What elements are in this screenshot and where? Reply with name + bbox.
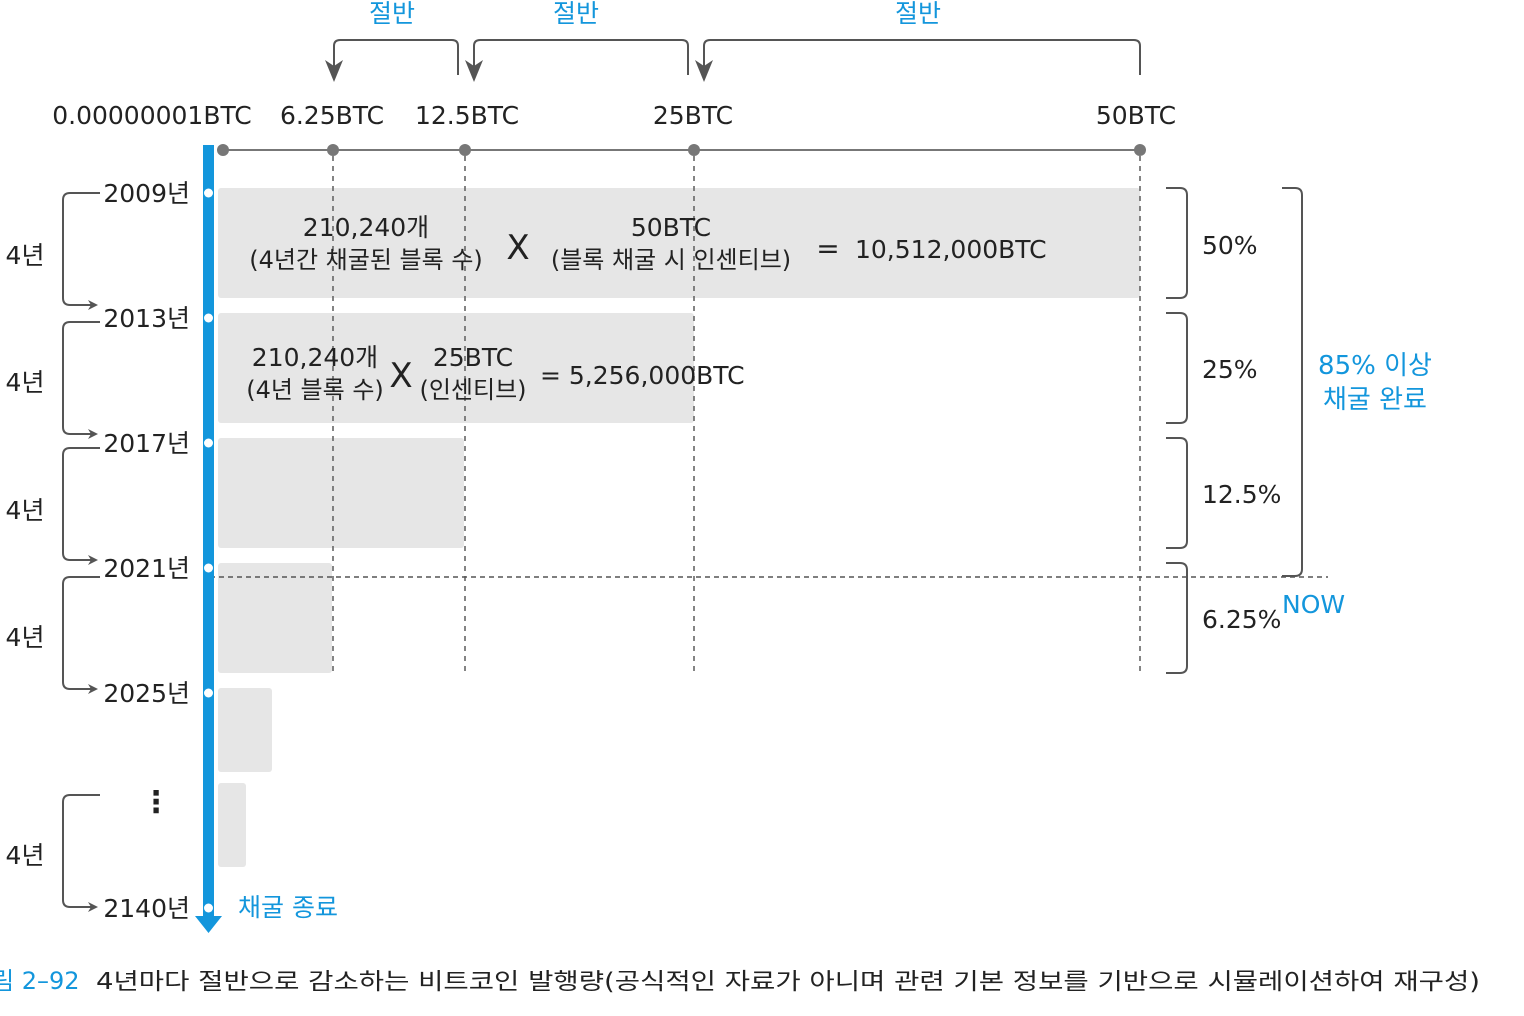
arrowhead-icon (465, 60, 483, 82)
timeline-dots (204, 188, 213, 913)
calc-2013-total: = 5,256,000BTC (540, 361, 745, 390)
interval-label: 4년 (6, 496, 45, 525)
calc-2009-blocks: 210,240개 (303, 213, 429, 242)
summary-line-1: 85% 이상 (1318, 351, 1432, 381)
summary-line-2: 채굴 완료 (1323, 385, 1427, 415)
halving-label-1: 절반 (369, 0, 415, 28)
calc-2013-reward-note: (인센티브) (419, 376, 526, 404)
arrowhead-icon (325, 60, 343, 82)
percent-12.5: 12.5% (1202, 480, 1281, 509)
year-2017: 2017년 (103, 429, 190, 458)
bar-2025 (218, 688, 272, 772)
figure-caption: 4년마다 절반으로 감소하는 비트코인 발행량(공식적인 자료가 아니며 관련 … (96, 969, 1480, 995)
year-2025: 2025년 (103, 679, 190, 708)
calc-2013-blocks-note: (4년 블록 수) (246, 376, 384, 404)
halving-arrow-1 (333, 39, 459, 75)
bar-later (218, 783, 246, 867)
calc-2009-reward-note: (블록 채굴 시 인센티브) (551, 246, 791, 274)
mining-end-label: 채굴 종료 (238, 893, 338, 922)
calc-2013-times: X (389, 356, 412, 396)
reward-label-min: 0.00000001BTC (52, 101, 252, 130)
calc-2009-blocks-note: (4년간 채굴된 블록 수) (249, 246, 483, 274)
percent-6.25: 6.25% (1202, 605, 1281, 634)
year-2009: 2009년 (103, 179, 190, 208)
now-label: NOW (1282, 590, 1345, 619)
year-2021: 2021년 (103, 554, 190, 583)
total-bracket (1282, 187, 1303, 577)
bar-2013 (218, 313, 694, 423)
percent-25: 25% (1202, 355, 1258, 384)
halving-label-2: 절반 (553, 0, 599, 28)
calc-2009-total: 10,512,000BTC (855, 235, 1047, 264)
calc-2013-blocks: 210,240개 (252, 343, 378, 372)
interval-brackets (62, 192, 100, 912)
interval-label: 4년 (6, 623, 45, 652)
year-2140: 2140년 (103, 894, 190, 923)
reward-label-50: 50BTC (1096, 101, 1176, 130)
issuance-bars (218, 188, 1140, 867)
bar-2017 (218, 438, 464, 548)
calc-2009-equals: = (816, 232, 839, 265)
calc-2009-reward: 50BTC (631, 213, 711, 242)
reward-label-25: 25BTC (653, 101, 733, 130)
halving-arrowheads (325, 60, 713, 82)
year-2013: 2013년 (103, 304, 190, 333)
timeline-bar (203, 145, 214, 920)
halving-brackets (333, 39, 1141, 75)
calc-2009-times: X (506, 228, 529, 268)
reward-label-12.5: 12.5BTC (415, 101, 519, 130)
halving-arrow-3 (703, 39, 1141, 75)
reward-label-6.25: 6.25BTC (280, 101, 384, 130)
reward-guides (332, 156, 1141, 673)
interval-label: 4년 (6, 368, 45, 397)
bar-2009 (218, 188, 1140, 298)
calc-2013-reward: 25BTC (433, 343, 513, 372)
percent-brackets (1166, 187, 1303, 674)
figure-number: 림 2–92 (0, 967, 80, 995)
interval-label: 4년 (6, 241, 45, 270)
reward-axis-ticks (217, 144, 1146, 156)
interval-label: 4년 (6, 841, 45, 870)
arrowhead-icon (695, 60, 713, 82)
bar-2021 (218, 563, 332, 673)
halving-arrow-2 (473, 39, 689, 75)
halving-label-3: 절반 (895, 0, 941, 28)
timeline-arrow-icon (195, 916, 222, 933)
percent-50: 50% (1202, 231, 1258, 260)
timeline-ellipsis: ⋮ (141, 785, 171, 820)
